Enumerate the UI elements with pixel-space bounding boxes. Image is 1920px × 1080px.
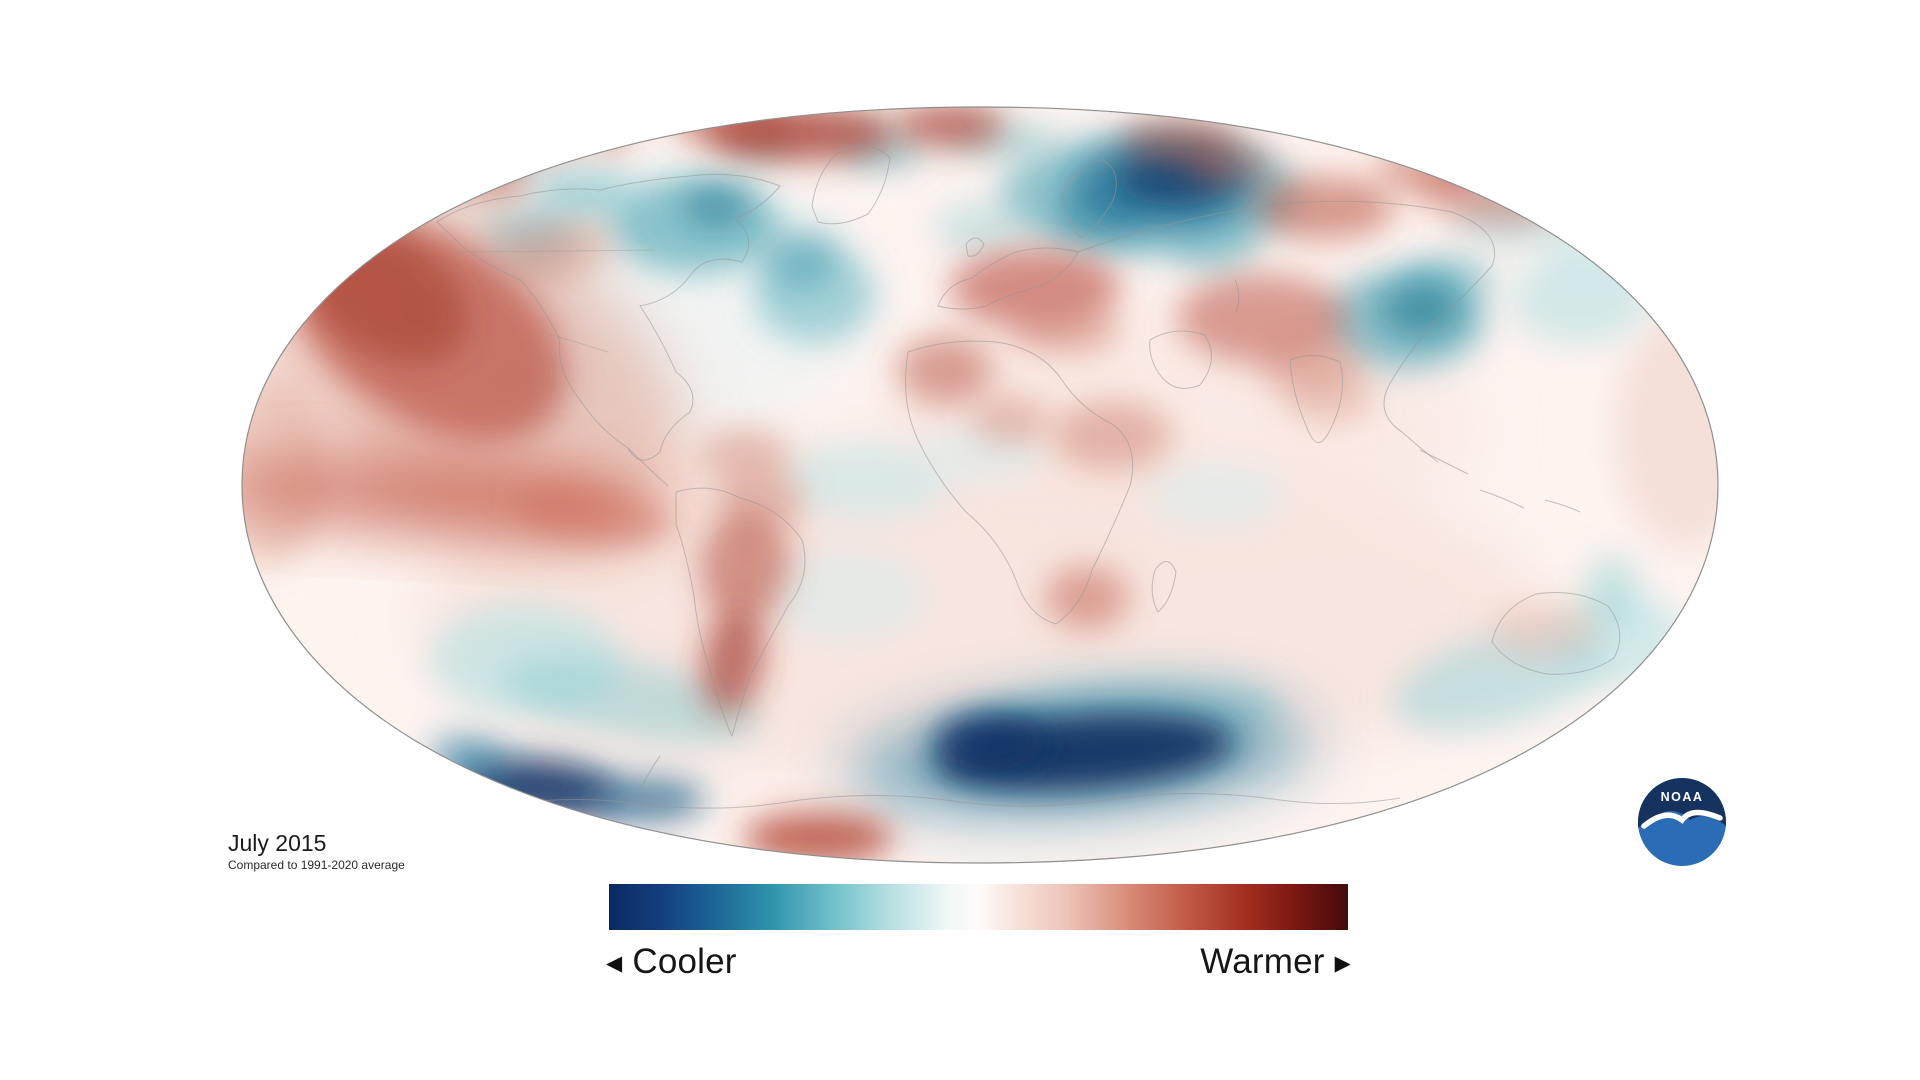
legend-cooler-label: Cooler (632, 942, 737, 981)
legend: ◀ Cooler Warmer ▶ (606, 942, 1351, 982)
colorbar (609, 884, 1348, 930)
asia-outline (1077, 200, 1496, 463)
north-america-outline (436, 173, 781, 461)
us-mexico-border (542, 331, 609, 353)
indonesia-outline (1419, 449, 1581, 513)
legend-warmer-label: Warmer (1200, 942, 1325, 981)
noaa-logo-text: NOAA (1661, 790, 1704, 804)
central-america-outline (627, 447, 669, 487)
britain-outline (965, 237, 985, 257)
madagascar-outline (1151, 561, 1177, 613)
noaa-logo: NOAA (1638, 778, 1726, 866)
warmer-arrow-icon: ▶ (1334, 951, 1351, 975)
greenland-outline (811, 145, 891, 225)
legend-warmer: Warmer ▶ (1200, 942, 1351, 982)
india-outline (1289, 355, 1343, 443)
south-america-outline (675, 487, 806, 737)
cooler-arrow-icon: ◀ (606, 951, 623, 975)
map-title: July 2015 (228, 830, 327, 856)
new-zealand-outline (1655, 682, 1683, 711)
africa-outline (905, 340, 1134, 625)
map-subtitle: Compared to 1991-2020 average (228, 858, 405, 873)
us-canada-border (454, 249, 656, 253)
seagull-icon (1641, 809, 1723, 829)
continent-outlines (436, 145, 1683, 813)
legend-cooler: ◀ Cooler (606, 942, 737, 982)
caption-block: July 2015 Compared to 1991-2020 average (228, 830, 405, 873)
antarctic-peninsula-outline (639, 755, 661, 791)
arabia-outline (1149, 330, 1212, 389)
antarctica-outline (459, 792, 1401, 813)
caspian-outline (1234, 279, 1240, 313)
australia-outline (1491, 592, 1621, 675)
scandinavia-outline (1061, 159, 1117, 239)
